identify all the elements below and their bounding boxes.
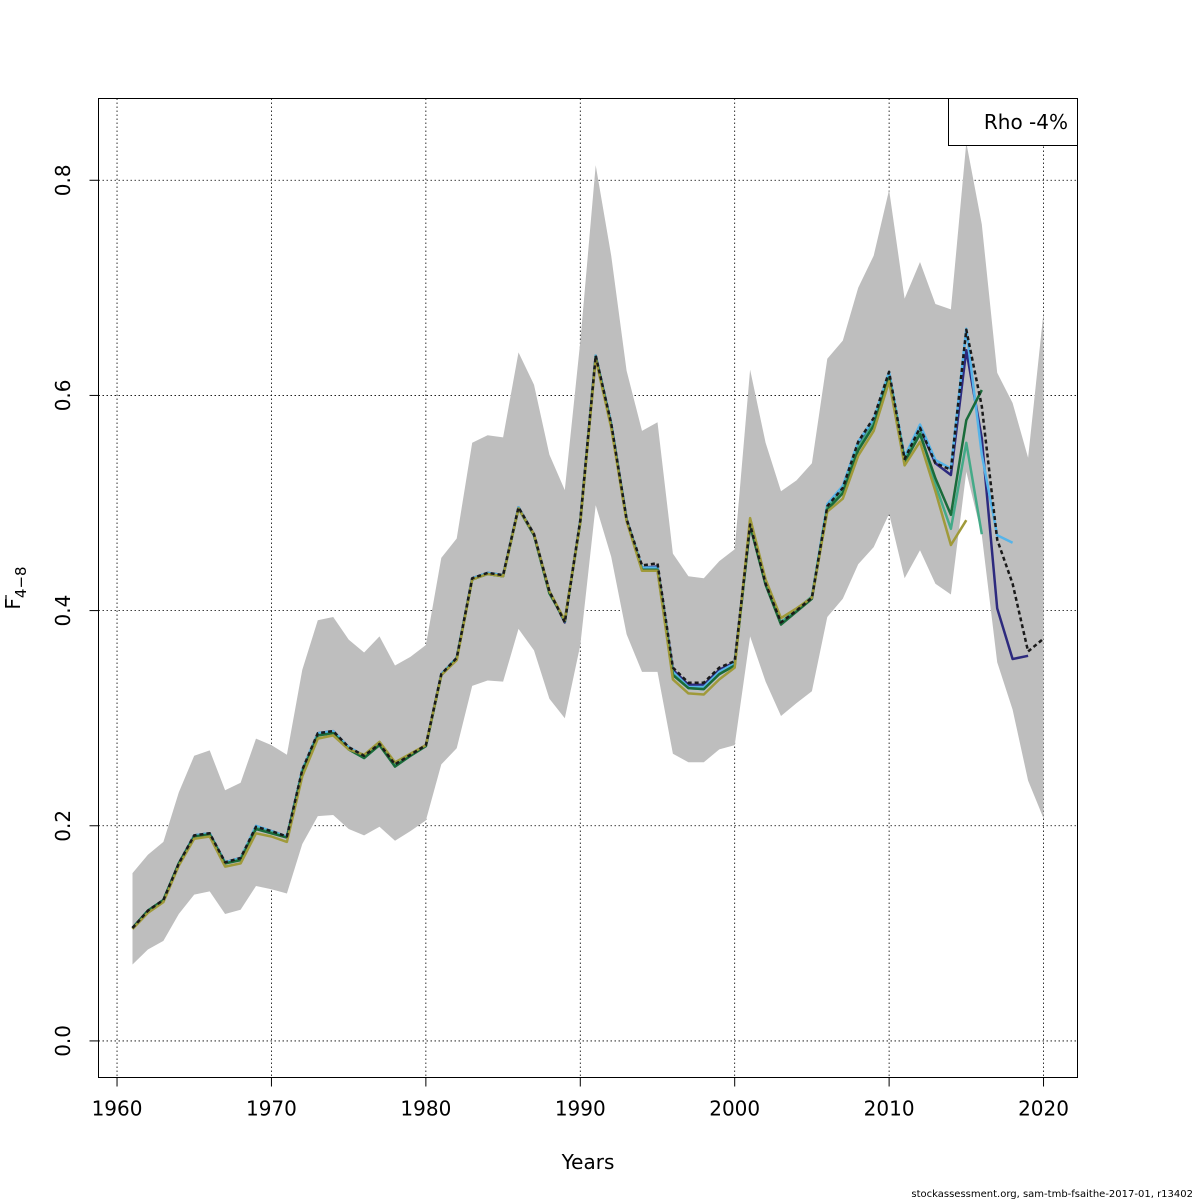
x-tick-label-2000: 2000 — [709, 1097, 760, 1121]
y-tick-label-0.8: 0.8 — [51, 164, 75, 196]
x-axis: 1960 1970 1980 1990 2000 2010 2020 — [92, 1077, 1069, 1121]
y-axis-title-text: F4−8 — [1, 566, 30, 609]
x-tick-label-1970: 1970 — [246, 1097, 297, 1121]
y-axis-title: F4−8 — [1, 566, 30, 609]
x-tick-label-2010: 2010 — [864, 1097, 915, 1121]
confidence-band — [132, 142, 1044, 965]
plot-area-frame — [98, 98, 1078, 1078]
y-axis-title-subscript: 4−8 — [12, 566, 30, 598]
y-tick-label-0.2: 0.2 — [51, 810, 75, 842]
y-tick-label-0.4: 0.4 — [51, 595, 75, 627]
x-tick-label-1960: 1960 — [92, 1097, 143, 1121]
legend: Rho -4% — [948, 98, 1078, 146]
x-tick-label-1990: 1990 — [555, 1097, 606, 1121]
series-line-6 — [131, 328, 1045, 929]
x-tick-label-2020: 2020 — [1018, 1097, 1069, 1121]
y-tick-label-0.0: 0.0 — [51, 1025, 75, 1057]
y-axis-title-main: F — [1, 598, 25, 610]
confidence-band-group — [132, 142, 1044, 965]
legend-text: Rho -4% — [984, 110, 1068, 134]
grid-lines — [98, 98, 1078, 1078]
legend-box — [948, 98, 1078, 146]
y-tick-label-0.6: 0.6 — [51, 379, 75, 411]
y-axis: 0.0 0.2 0.4 0.6 0.8 — [51, 164, 99, 1057]
x-axis-title: Years — [561, 1150, 615, 1174]
x-tick-label-1980: 1980 — [400, 1097, 451, 1121]
footer-credit: stockassessment.org, sam-tmb-fsaithe-201… — [911, 1189, 1193, 1200]
series-lines — [131, 327, 1045, 930]
